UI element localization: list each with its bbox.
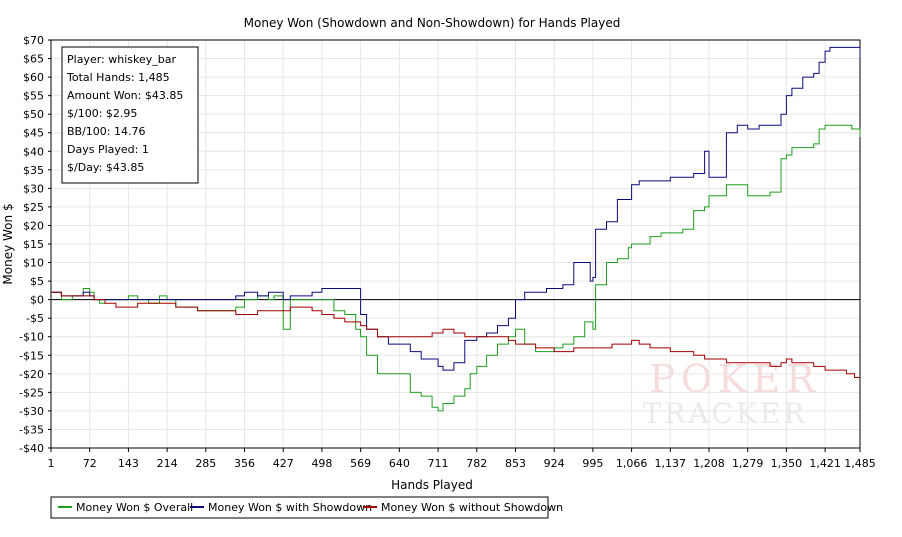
watermark-line-2: TRACKER <box>643 397 808 430</box>
y-tick-label: $45 <box>23 127 44 140</box>
x-tick-label: 1,208 <box>693 457 725 470</box>
y-tick-label: $50 <box>23 108 44 121</box>
y-tick-label: $30 <box>23 182 44 195</box>
y-tick-label: -$15 <box>19 349 44 362</box>
y-tick-label: $15 <box>23 238 44 251</box>
y-tick-label: $60 <box>23 71 44 84</box>
stats-total-hands: Total Hands: 1,485 <box>66 71 170 84</box>
x-tick-label: 498 <box>311 457 332 470</box>
y-tick-label: -$40 <box>19 442 44 455</box>
x-tick-label: 356 <box>234 457 255 470</box>
stats-bb-per-100: BB/100: 14.76 <box>67 125 146 138</box>
x-axis-label: Hands Played <box>391 478 473 492</box>
y-tick-label: -$20 <box>19 368 44 381</box>
poker-tracker-watermark: POKER TRACKER <box>643 357 820 430</box>
x-tick-label: 1,066 <box>616 457 648 470</box>
stats-box-frame <box>61 46 199 184</box>
x-tick-label: 1,421 <box>809 457 841 470</box>
series-line-overall <box>51 124 861 412</box>
x-tick-label: 427 <box>273 457 294 470</box>
stats-dollars-per-day: $/Day: $43.85 <box>67 161 144 174</box>
x-tick-label: 214 <box>157 457 178 470</box>
x-tick-label: 711 <box>428 457 449 470</box>
series-line-with-showdown <box>51 46 861 371</box>
x-tick-label: 1,350 <box>771 457 803 470</box>
y-tick-label: $10 <box>23 257 44 270</box>
x-tick-label: 285 <box>195 457 216 470</box>
legend-label-overall: Money Won $ Overall <box>76 501 193 514</box>
y-axis-label: Money Won $ <box>1 203 15 284</box>
legend-frame <box>50 496 549 519</box>
stats-box: Player: whiskey_bar Total Hands: 1,485 A… <box>61 46 199 184</box>
series-line-without-showdown <box>51 291 860 378</box>
y-tick-label: $0 <box>30 294 44 307</box>
y-tick-label: $70 <box>23 34 44 47</box>
y-tick-label: $25 <box>23 201 44 214</box>
x-tick-label: 1 <box>48 457 55 470</box>
legend-label-showdown: Money Won $ with Showdown <box>208 501 372 514</box>
x-tick-label: 1,279 <box>732 457 764 470</box>
x-tick-label: 1,485 <box>844 457 876 470</box>
x-tick-label: 782 <box>466 457 487 470</box>
y-tick-label: $5 <box>30 275 44 288</box>
watermark-line-1: POKER <box>649 357 820 401</box>
y-tick-label: -$10 <box>19 331 44 344</box>
stats-days-played: Days Played: 1 <box>67 143 149 156</box>
x-tick-label: 995 <box>582 457 603 470</box>
x-tick-label: 853 <box>505 457 526 470</box>
y-axis-ticks: -$40 -$35 -$30 -$25 -$20 -$15 -$10 -$5 $0 $5 $10 $1… <box>19 34 51 455</box>
legend-label-no-showdown: Money Won $ without Showdown <box>381 501 563 514</box>
x-tick-label: 143 <box>118 457 139 470</box>
x-tick-label: 924 <box>544 457 565 470</box>
series-layer <box>51 46 861 412</box>
x-tick-label: 1,137 <box>655 457 687 470</box>
x-tick-label: 640 <box>389 457 410 470</box>
y-tick-label: $40 <box>23 145 44 158</box>
stats-player: Player: whiskey_bar <box>67 53 176 66</box>
x-tick-label: 72 <box>83 457 97 470</box>
y-tick-label: -$5 <box>26 312 44 325</box>
y-tick-label: $35 <box>23 164 44 177</box>
stats-dollars-per-100: $/100: $2.95 <box>67 107 137 120</box>
y-tick-label: -$30 <box>19 405 44 418</box>
y-tick-label: $65 <box>23 53 44 66</box>
x-axis-ticks: 1 72 143 214 285 356 427 498 569 640 711 782 853 924 9… <box>48 448 876 470</box>
y-tick-label: $55 <box>23 90 44 103</box>
y-tick-label: $20 <box>23 219 44 232</box>
y-tick-label: -$35 <box>19 423 44 436</box>
legend: Money Won $ Overall Money Won $ with Sho… <box>50 496 563 519</box>
y-tick-label: -$25 <box>19 386 44 399</box>
stats-amount-won: Amount Won: $43.85 <box>67 89 183 102</box>
chart-title: Money Won (Showdown and Non-Showdown) fo… <box>244 16 621 30</box>
x-tick-label: 569 <box>350 457 371 470</box>
